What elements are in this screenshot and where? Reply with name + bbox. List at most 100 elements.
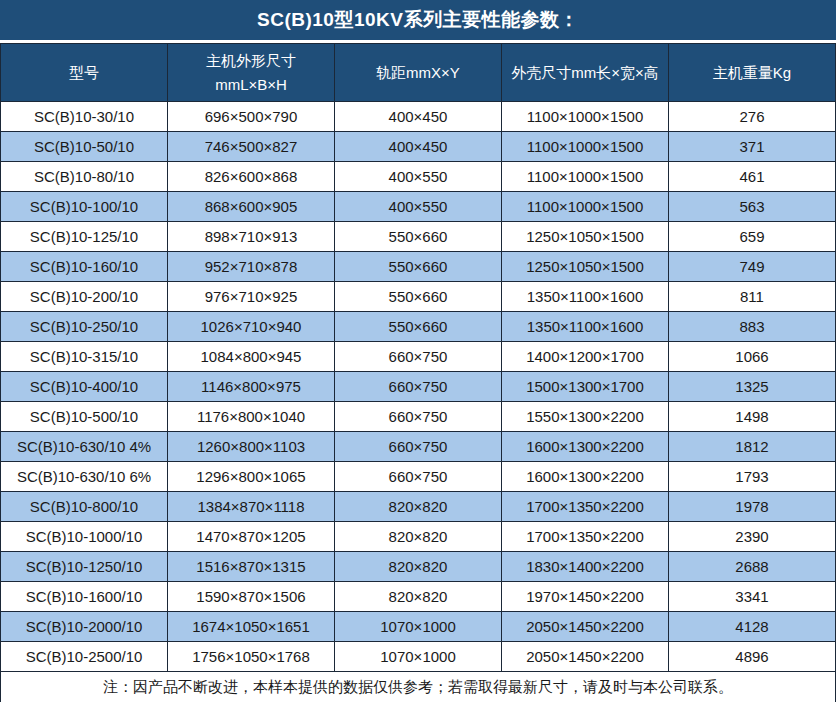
cell-weight: 1793 [669, 462, 836, 492]
cell-model: SC(B)10-200/10 [1, 282, 168, 312]
cell-weight: 461 [669, 162, 836, 192]
cell-model: SC(B)10-800/10 [1, 492, 168, 522]
cell-dimensions: 868×600×905 [168, 192, 335, 222]
cell-rail-gauge: 550×660 [335, 222, 502, 252]
table-row: SC(B)10-250/10 1026×710×940 550×660 1350… [1, 312, 836, 342]
cell-model: SC(B)10-250/10 [1, 312, 168, 342]
cell-rail-gauge: 820×820 [335, 522, 502, 552]
cell-shell-size: 1550×1300×2200 [502, 402, 669, 432]
cell-weight: 276 [669, 102, 836, 132]
table-row: SC(B)10-2500/10 1756×1050×1768 1070×1000… [1, 642, 836, 672]
cell-model: SC(B)10-100/10 [1, 192, 168, 222]
cell-weight: 2390 [669, 522, 836, 552]
column-header-dimensions: 主机外形尺寸 mmL×B×H [168, 44, 335, 102]
cell-rail-gauge: 660×750 [335, 342, 502, 372]
cell-dimensions: 1296×800×1065 [168, 462, 335, 492]
cell-weight: 4896 [669, 642, 836, 672]
cell-dimensions: 746×500×827 [168, 132, 335, 162]
cell-shell-size: 1100×1000×1500 [502, 132, 669, 162]
cell-model: SC(B)10-2000/10 [1, 612, 168, 642]
cell-weight: 1325 [669, 372, 836, 402]
cell-rail-gauge: 400×550 [335, 162, 502, 192]
table-row: SC(B)10-2000/10 1674×1050×1651 1070×1000… [1, 612, 836, 642]
header-label-line1: 主机外形尺寸 [206, 52, 296, 69]
cell-weight: 371 [669, 132, 836, 162]
cell-shell-size: 1600×1300×2200 [502, 432, 669, 462]
cell-rail-gauge: 660×750 [335, 402, 502, 432]
cell-rail-gauge: 550×660 [335, 282, 502, 312]
column-header-weight: 主机重量Kg [669, 44, 836, 102]
cell-dimensions: 1026×710×940 [168, 312, 335, 342]
cell-dimensions: 696×500×790 [168, 102, 335, 132]
cell-shell-size: 1250×1050×1500 [502, 252, 669, 282]
cell-dimensions: 1756×1050×1768 [168, 642, 335, 672]
cell-dimensions: 1176×800×1040 [168, 402, 335, 432]
table-row: SC(B)10-800/10 1384×870×1118 820×820 170… [1, 492, 836, 522]
cell-model: SC(B)10-1250/10 [1, 552, 168, 582]
cell-shell-size: 1100×1000×1500 [502, 102, 669, 132]
cell-weight: 811 [669, 282, 836, 312]
cell-dimensions: 1084×800×945 [168, 342, 335, 372]
table-row: SC(B)10-160/10 952×710×878 550×660 1250×… [1, 252, 836, 282]
cell-model: SC(B)10-630/10 6% [1, 462, 168, 492]
cell-dimensions: 952×710×878 [168, 252, 335, 282]
table-row: SC(B)10-125/10 898×710×913 550×660 1250×… [1, 222, 836, 252]
table-row: SC(B)10-200/10 976×710×925 550×660 1350×… [1, 282, 836, 312]
footer-note: 注：因产品不断改进，本样本提供的数据仅供参考；若需取得最新尺寸，请及时与本公司联… [0, 672, 836, 702]
cell-dimensions: 1674×1050×1651 [168, 612, 335, 642]
cell-shell-size: 1350×1100×1600 [502, 282, 669, 312]
cell-rail-gauge: 1070×1000 [335, 612, 502, 642]
cell-shell-size: 2050×1450×2200 [502, 642, 669, 672]
spec-table: 型号 主机外形尺寸 mmL×B×H 轨距mmX×Y 外壳尺寸mm长×宽×高 主机… [0, 43, 836, 672]
header-label: 轨距mmX×Y [376, 64, 460, 81]
table-row: SC(B)10-80/10 826×600×868 400×550 1100×1… [1, 162, 836, 192]
table-row: SC(B)10-1000/10 1470×870×1205 820×820 17… [1, 522, 836, 552]
cell-weight: 2688 [669, 552, 836, 582]
cell-weight: 1812 [669, 432, 836, 462]
cell-rail-gauge: 820×820 [335, 552, 502, 582]
cell-rail-gauge: 550×660 [335, 252, 502, 282]
table-header: 型号 主机外形尺寸 mmL×B×H 轨距mmX×Y 外壳尺寸mm长×宽×高 主机… [1, 44, 836, 102]
cell-model: SC(B)10-400/10 [1, 372, 168, 402]
cell-weight: 1978 [669, 492, 836, 522]
cell-shell-size: 1250×1050×1500 [502, 222, 669, 252]
table-row: SC(B)10-630/10 6% 1296×800×1065 660×750 … [1, 462, 836, 492]
cell-dimensions: 976×710×925 [168, 282, 335, 312]
cell-weight: 3341 [669, 582, 836, 612]
cell-weight: 1066 [669, 342, 836, 372]
column-header-shell-size: 外壳尺寸mm长×宽×高 [502, 44, 669, 102]
cell-model: SC(B)10-1000/10 [1, 522, 168, 552]
cell-shell-size: 2050×1450×2200 [502, 612, 669, 642]
cell-weight: 749 [669, 252, 836, 282]
cell-rail-gauge: 660×750 [335, 462, 502, 492]
cell-rail-gauge: 660×750 [335, 372, 502, 402]
table-row: SC(B)10-630/10 4% 1260×800×1103 660×750 … [1, 432, 836, 462]
cell-shell-size: 1350×1100×1600 [502, 312, 669, 342]
table-row: SC(B)10-1250/10 1516×870×1315 820×820 18… [1, 552, 836, 582]
cell-rail-gauge: 400×450 [335, 102, 502, 132]
header-label: 主机重量Kg [713, 64, 791, 81]
cell-dimensions: 1260×800×1103 [168, 432, 335, 462]
cell-model: SC(B)10-630/10 4% [1, 432, 168, 462]
cell-rail-gauge: 820×820 [335, 492, 502, 522]
cell-model: SC(B)10-1600/10 [1, 582, 168, 612]
cell-rail-gauge: 820×820 [335, 582, 502, 612]
cell-dimensions: 898×710×913 [168, 222, 335, 252]
cell-weight: 883 [669, 312, 836, 342]
cell-dimensions: 1470×870×1205 [168, 522, 335, 552]
cell-model: SC(B)10-30/10 [1, 102, 168, 132]
cell-shell-size: 1100×1000×1500 [502, 192, 669, 222]
cell-model: SC(B)10-80/10 [1, 162, 168, 192]
cell-dimensions: 826×600×868 [168, 162, 335, 192]
cell-rail-gauge: 660×750 [335, 432, 502, 462]
table-row: SC(B)10-30/10 696×500×790 400×450 1100×1… [1, 102, 836, 132]
header-label: 型号 [69, 64, 99, 81]
cell-shell-size: 1600×1300×2200 [502, 462, 669, 492]
cell-shell-size: 1500×1300×1700 [502, 372, 669, 402]
cell-dimensions: 1590×870×1506 [168, 582, 335, 612]
cell-dimensions: 1384×870×1118 [168, 492, 335, 522]
cell-rail-gauge: 400×450 [335, 132, 502, 162]
cell-rail-gauge: 1070×1000 [335, 642, 502, 672]
cell-weight: 659 [669, 222, 836, 252]
header-row: 型号 主机外形尺寸 mmL×B×H 轨距mmX×Y 外壳尺寸mm长×宽×高 主机… [1, 44, 836, 102]
